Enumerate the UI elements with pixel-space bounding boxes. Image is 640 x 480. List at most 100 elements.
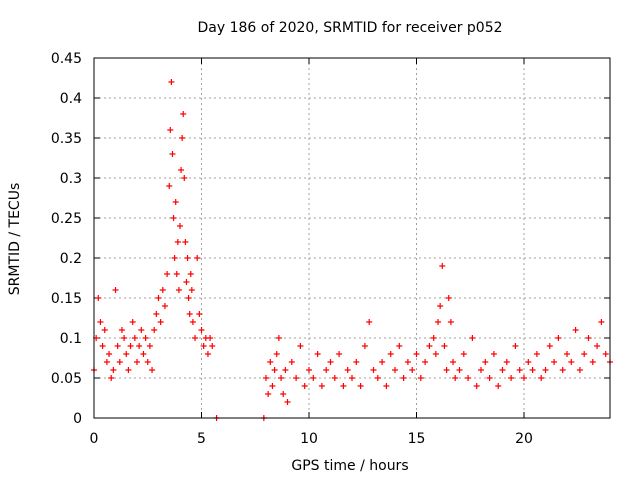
data-point — [149, 367, 156, 373]
data-point — [314, 351, 321, 357]
data-point — [450, 359, 457, 365]
y-tick-label: 0.1 — [60, 331, 82, 347]
data-point — [153, 311, 160, 317]
x-tick-label: 20 — [515, 431, 533, 447]
data-point — [196, 311, 203, 317]
data-point — [207, 335, 214, 341]
data-point — [551, 359, 558, 365]
data-point — [361, 343, 368, 349]
data-point — [189, 319, 196, 325]
y-tick-label: 0.2 — [60, 251, 82, 267]
data-point — [323, 367, 330, 373]
y-tick-label: 0.35 — [51, 131, 82, 147]
data-point — [267, 359, 274, 365]
data-point — [209, 343, 216, 349]
data-point — [131, 335, 138, 341]
data-point — [568, 359, 575, 365]
y-axis-label: SRMTID / TECUs — [7, 183, 23, 296]
data-point — [123, 351, 130, 357]
data-point — [174, 239, 181, 245]
data-point — [521, 375, 527, 381]
data-point — [275, 335, 282, 341]
data-point — [188, 287, 195, 293]
data-point — [465, 375, 472, 381]
data-point — [439, 263, 446, 269]
data-point — [340, 383, 347, 389]
data-point — [495, 383, 502, 389]
y-tick-label: 0.3 — [60, 171, 82, 187]
data-point — [445, 295, 452, 301]
grid — [94, 58, 610, 418]
data-point — [282, 367, 289, 373]
data-point — [288, 359, 295, 365]
data-point — [546, 343, 553, 349]
x-axis: 0 5 10 15 20 — [90, 58, 533, 447]
data-point — [192, 335, 199, 341]
data-point — [589, 359, 596, 365]
data-point — [181, 175, 188, 181]
data-point — [508, 375, 515, 381]
data-point — [178, 167, 185, 173]
data-point — [529, 367, 536, 373]
data-point — [187, 271, 194, 277]
data-point — [183, 279, 190, 285]
data-point — [486, 375, 493, 381]
data-point — [127, 343, 134, 349]
y-tick-label: 0.45 — [51, 51, 82, 67]
data-point — [110, 367, 117, 373]
data-point — [155, 295, 162, 301]
data-point — [114, 343, 121, 349]
data-point — [164, 271, 171, 277]
y-tick-label: 0.25 — [51, 211, 82, 227]
data-point — [594, 343, 601, 349]
data-point — [161, 303, 168, 309]
data-point — [456, 367, 463, 373]
data-point — [200, 343, 207, 349]
data-point — [293, 375, 300, 381]
data-point — [581, 351, 588, 357]
data-point — [284, 399, 291, 405]
data-point — [538, 375, 545, 381]
data-point — [198, 327, 205, 333]
data-point — [432, 351, 439, 357]
data-point — [555, 335, 562, 341]
data-point — [118, 327, 125, 333]
data-point — [301, 383, 308, 389]
data-point — [318, 383, 325, 389]
data-point — [447, 319, 454, 325]
data-point — [278, 375, 285, 381]
data-point — [121, 335, 128, 341]
x-tick-label: 15 — [408, 431, 426, 447]
data-point — [138, 327, 145, 333]
data-point — [140, 351, 147, 357]
data-point — [273, 351, 280, 357]
data-point — [499, 367, 506, 373]
data-point — [194, 255, 201, 261]
data-point — [469, 335, 476, 341]
data-point — [180, 111, 187, 117]
data-point — [417, 375, 424, 381]
x-tick-label: 0 — [90, 431, 99, 447]
data-point — [97, 319, 104, 325]
data-point — [443, 367, 450, 373]
data-point — [269, 383, 276, 389]
data-point — [533, 351, 540, 357]
data-point — [542, 367, 549, 373]
data-point — [101, 327, 108, 333]
data-point — [572, 327, 579, 333]
data-point — [525, 359, 532, 365]
data-point — [396, 343, 403, 349]
data-point — [310, 375, 317, 381]
data-point — [166, 183, 173, 189]
data-point — [460, 351, 467, 357]
data-point — [490, 351, 497, 357]
y-tick-label: 0.4 — [60, 91, 82, 107]
data-point — [559, 367, 566, 373]
data-point — [383, 383, 390, 389]
data-point — [426, 343, 433, 349]
data-point — [344, 367, 351, 373]
data-point — [116, 359, 123, 365]
data-point — [173, 271, 180, 277]
data-point — [409, 367, 416, 373]
data-point — [366, 319, 373, 325]
